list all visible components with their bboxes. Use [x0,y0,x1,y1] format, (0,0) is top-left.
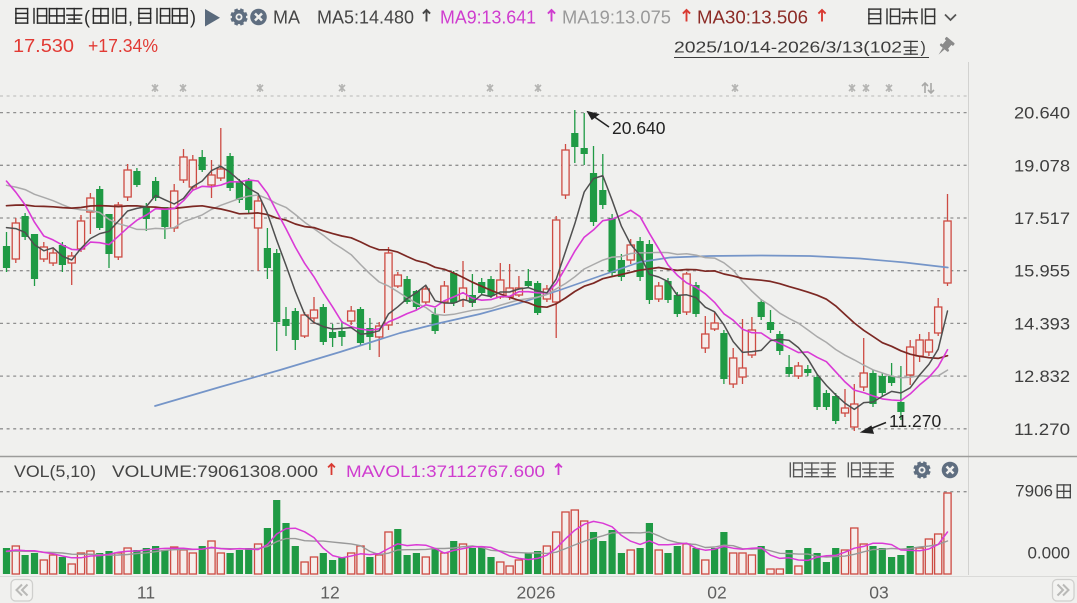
svg-text:0.000: 0.000 [1027,544,1070,563]
svg-text:11.270: 11.270 [889,411,941,431]
svg-text:MA5:14.480: MA5:14.480 [317,8,414,28]
svg-text:12.832: 12.832 [1014,367,1070,386]
svg-text:03: 03 [869,583,888,603]
svg-text:11: 11 [137,583,155,603]
svg-text:MA9:13.641: MA9:13.641 [440,8,536,28]
svg-text:): ) [921,40,926,57]
svg-text:17.530: 17.530 [13,36,74,56]
svg-text:MA30:13.506: MA30:13.506 [697,8,808,28]
svg-text:7906: 7906 [1015,482,1053,501]
svg-text:11.270: 11.270 [1014,420,1070,439]
svg-text:02: 02 [707,583,726,603]
svg-text:15.955: 15.955 [1014,262,1070,281]
svg-text:17.517: 17.517 [1014,209,1070,228]
svg-text:MA19:13.075: MA19:13.075 [562,8,671,28]
svg-text:14.393: 14.393 [1014,314,1070,333]
svg-text:MA: MA [273,8,300,28]
svg-text:2025/10/14-2026/3/13(102: 2025/10/14-2026/3/13(102 [674,40,902,57]
svg-text:20.640: 20.640 [612,118,666,138]
svg-text:,: , [128,8,133,28]
svg-text:MAVOL1:37112767.600: MAVOL1:37112767.600 [346,462,545,481]
svg-text:VOL(5,10): VOL(5,10) [14,462,96,481]
svg-text:20.640: 20.640 [1014,104,1070,123]
svg-text:+17.34%: +17.34% [88,36,158,56]
svg-text:): ) [190,8,196,28]
svg-text:2026: 2026 [517,583,556,603]
svg-text:12: 12 [320,583,339,603]
svg-text:VOLUME:79061308.000: VOLUME:79061308.000 [112,462,318,481]
svg-text:19.078: 19.078 [1014,156,1070,175]
svg-text:(: ( [84,8,90,28]
